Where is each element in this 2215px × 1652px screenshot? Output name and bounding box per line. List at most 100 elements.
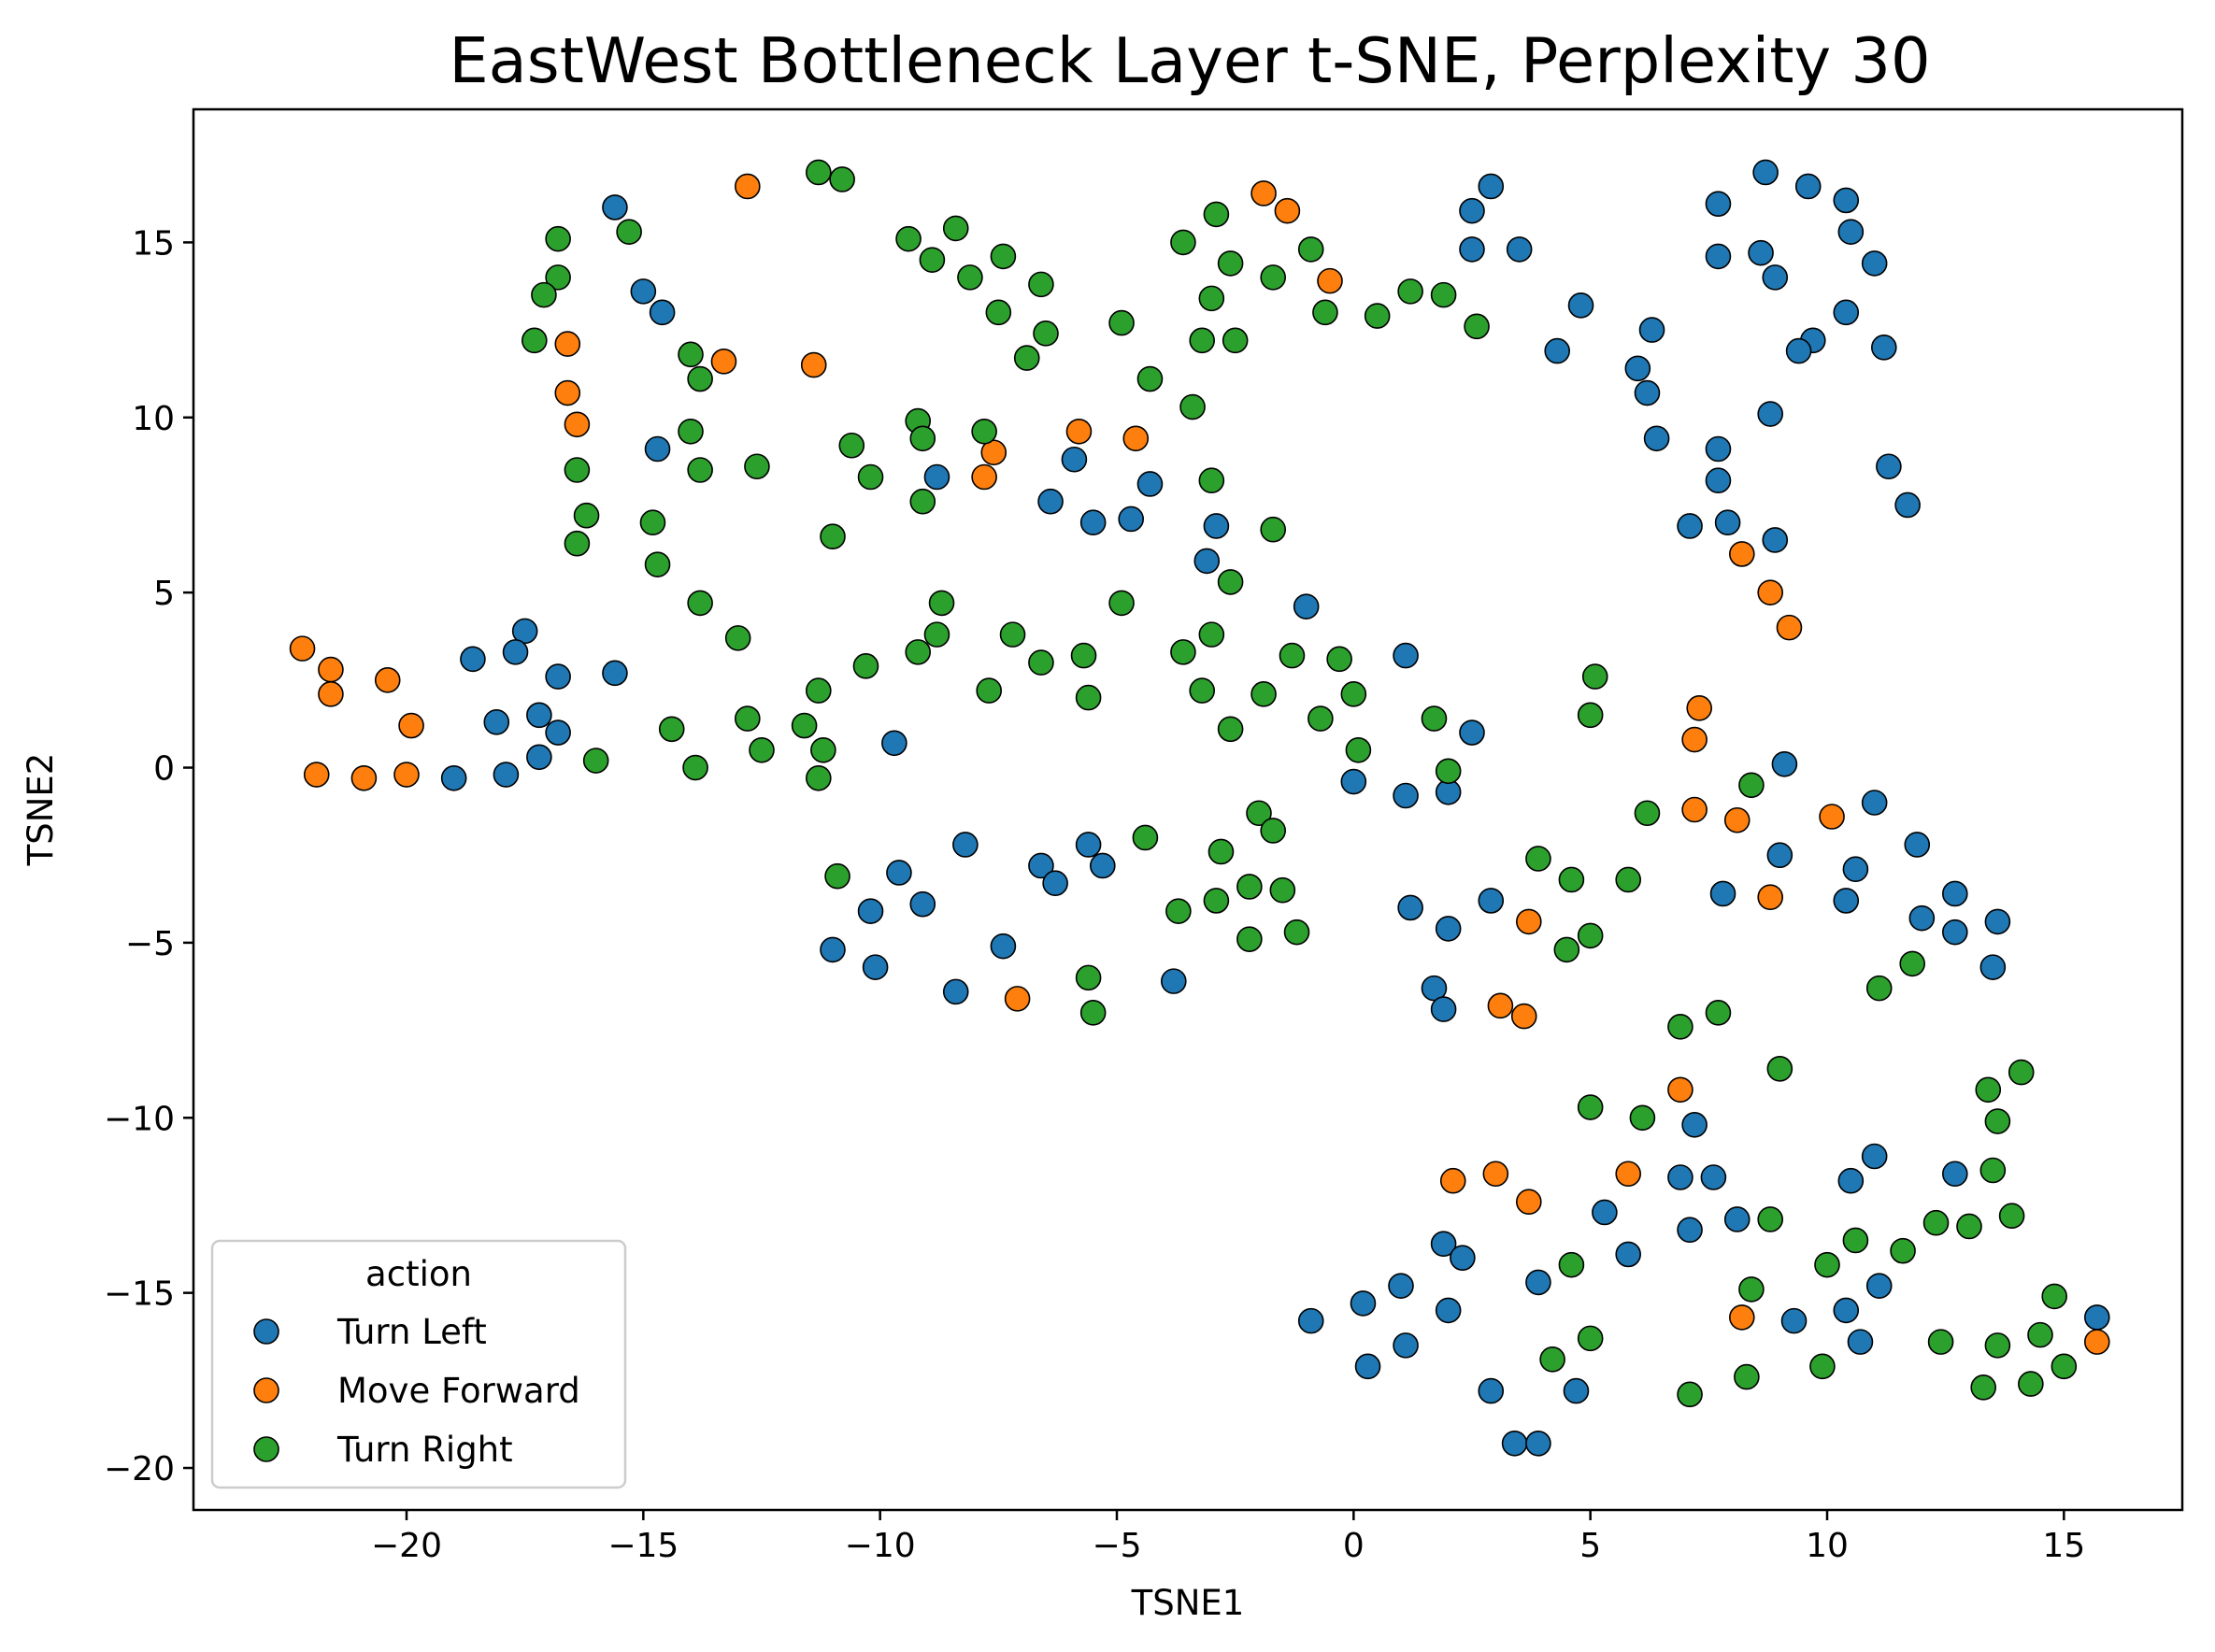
point-move-forward bbox=[1681, 726, 1708, 753]
point-turn-right bbox=[1525, 846, 1551, 872]
point-turn-right bbox=[805, 677, 832, 704]
point-turn-left bbox=[1794, 173, 1822, 200]
point-move-forward bbox=[318, 681, 344, 707]
point-turn-right bbox=[2018, 1371, 2044, 1397]
point-turn-right bbox=[909, 488, 936, 515]
point-turn-left bbox=[1042, 870, 1068, 896]
point-turn-right bbox=[1677, 1381, 1703, 1408]
x-tick-label: 0 bbox=[1343, 1527, 1365, 1565]
point-turn-right bbox=[531, 281, 557, 308]
point-turn-right bbox=[852, 653, 879, 679]
point-turn-right bbox=[1757, 1206, 1783, 1232]
point-move-forward bbox=[398, 712, 424, 739]
point-move-forward bbox=[980, 439, 1007, 466]
point-turn-left bbox=[1894, 491, 1921, 519]
point-move-forward bbox=[1439, 1167, 1466, 1194]
point-turn-left bbox=[1752, 159, 1779, 186]
point-turn-left bbox=[1459, 719, 1485, 746]
point-turn-right bbox=[1734, 1363, 1760, 1390]
point-turn-right bbox=[1217, 250, 1244, 277]
point-turn-right bbox=[2041, 1283, 2067, 1310]
point-turn-right bbox=[1260, 264, 1286, 291]
point-turn-left bbox=[1161, 968, 1187, 994]
point-turn-left bbox=[1061, 446, 1088, 473]
point-turn-left bbox=[1677, 1217, 1703, 1243]
point-move-forward bbox=[350, 764, 378, 791]
point-turn-right bbox=[644, 551, 671, 577]
axes-frame bbox=[192, 107, 2184, 1512]
point-turn-left bbox=[990, 933, 1017, 960]
point-turn-left bbox=[1638, 317, 1665, 343]
point-turn-left bbox=[1075, 832, 1102, 858]
plot-area bbox=[192, 107, 2184, 1512]
point-turn-right bbox=[1283, 919, 1310, 946]
point-move-forward bbox=[554, 331, 581, 357]
point-turn-left bbox=[1837, 219, 1865, 245]
point-turn-right bbox=[1629, 1104, 1656, 1132]
point-turn-left bbox=[440, 764, 467, 791]
legend-label-turn-right: Turn Right bbox=[336, 1430, 513, 1470]
point-turn-left bbox=[1459, 236, 1485, 263]
point-turn-right bbox=[810, 736, 836, 763]
point-move-forward bbox=[1615, 1161, 1641, 1188]
point-turn-right bbox=[1340, 681, 1367, 707]
point-move-forward bbox=[374, 667, 401, 693]
point-turn-right bbox=[1170, 229, 1196, 256]
point-turn-right bbox=[1028, 271, 1054, 298]
point-turn-right bbox=[990, 243, 1017, 270]
point-move-forward bbox=[1004, 986, 1031, 1012]
point-turn-right bbox=[687, 590, 713, 617]
point-move-forward bbox=[1487, 992, 1514, 1019]
point-turn-left bbox=[1297, 1307, 1324, 1334]
point-turn-left bbox=[909, 890, 936, 918]
point-turn-right bbox=[1203, 888, 1230, 914]
point-turn-right bbox=[564, 530, 591, 557]
legend-title: action bbox=[365, 1254, 472, 1294]
point-turn-right bbox=[1814, 1251, 1840, 1278]
point-turn-left bbox=[1435, 1297, 1462, 1324]
point-turn-left bbox=[1478, 173, 1505, 200]
point-turn-right bbox=[942, 215, 969, 242]
point-turn-right bbox=[573, 502, 600, 529]
point-turn-left bbox=[1643, 425, 1670, 452]
point-turn-right bbox=[545, 225, 571, 252]
point-turn-right bbox=[1464, 313, 1490, 340]
point-move-forward bbox=[2084, 1329, 2110, 1355]
point-turn-right bbox=[928, 590, 955, 617]
point-turn-right bbox=[791, 712, 818, 739]
point-turn-left bbox=[1714, 509, 1741, 536]
point-turn-left bbox=[1435, 916, 1462, 942]
point-turn-right bbox=[1809, 1353, 1836, 1380]
point-turn-left bbox=[1833, 1297, 1860, 1324]
point-turn-right bbox=[1203, 201, 1230, 228]
point-turn-right bbox=[1312, 299, 1338, 326]
point-turn-left bbox=[602, 194, 628, 221]
point-turn-left bbox=[1979, 954, 2007, 980]
x-tick-label: −10 bbox=[845, 1527, 916, 1565]
point-turn-right bbox=[1179, 393, 1206, 420]
point-move-forward bbox=[1516, 1189, 1542, 1216]
x-tick-label: 5 bbox=[1579, 1527, 1601, 1565]
point-turn-right bbox=[1198, 621, 1225, 648]
x-tick-label: 15 bbox=[2042, 1527, 2085, 1565]
x-axis-ticks: −20 −15 −10 −5 0 5 10 15 bbox=[371, 1510, 2085, 1565]
point-turn-left bbox=[1865, 1273, 1893, 1299]
y-tick-label: −20 bbox=[104, 1450, 175, 1488]
point-turn-right bbox=[1260, 516, 1286, 543]
y-tick-label: 0 bbox=[153, 750, 175, 789]
point-turn-right bbox=[1634, 800, 1661, 827]
point-turn-right bbox=[1539, 1346, 1565, 1373]
point-turn-left bbox=[1705, 191, 1732, 217]
point-turn-left bbox=[1908, 904, 1936, 932]
point-turn-left bbox=[1766, 842, 1793, 869]
point-turn-right bbox=[1705, 1000, 1732, 1026]
point-turn-left bbox=[1393, 782, 1419, 809]
point-turn-right bbox=[1421, 705, 1448, 732]
point-turn-left bbox=[1430, 996, 1457, 1022]
point-turn-left bbox=[545, 719, 571, 746]
point-turn-left bbox=[630, 278, 657, 305]
point-turn-right bbox=[1865, 975, 1893, 1002]
point-turn-right bbox=[1979, 1157, 2007, 1184]
point-turn-right bbox=[805, 764, 832, 791]
